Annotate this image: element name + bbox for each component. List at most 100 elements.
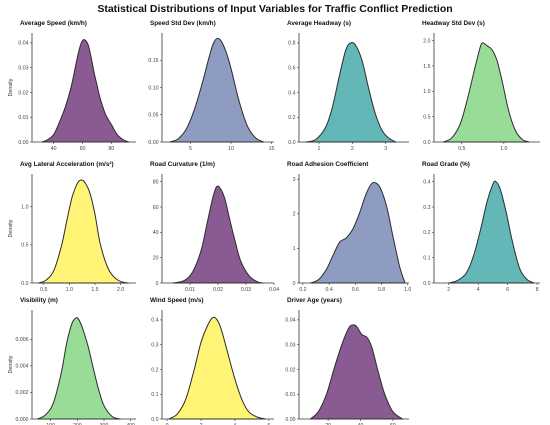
panel-2: Speed Std Dev (km/h) 5 10 15 0.00 0.05 0.10 0.1…: [148, 20, 274, 152]
x-tick-label: 6: [506, 287, 509, 293]
panel-11: Driver Age (years) 20 40 60 0.00 0.01 0.02 0.03…: [285, 297, 409, 425]
y-tick-label: 0.0: [151, 417, 158, 423]
y-tick-label: 1: [293, 246, 296, 252]
density-curve: [38, 179, 129, 284]
y-tick-label: 0: [293, 281, 296, 287]
y-axis-label: Density: [8, 78, 14, 96]
y-tick-label: 0.5: [423, 114, 430, 120]
y-tick-label: 40: [153, 230, 159, 236]
y-tick-label: 0.10: [148, 85, 158, 91]
y-tick-label: 0.2: [288, 115, 295, 121]
y-tick-label: 0.00: [18, 140, 28, 146]
x-tick-label: 5: [189, 146, 192, 152]
panel-6: Road Curvature (1/m) 0.01 0.02 0.03 0.04 0 20 4…: [150, 161, 279, 293]
y-tick-label: 0.3: [151, 342, 158, 348]
x-tick-label: 0.2: [299, 287, 306, 293]
y-tick-label: 0.03: [285, 342, 295, 348]
x-tick-label: 200: [73, 423, 82, 425]
x-tick-label: 6: [267, 423, 270, 425]
x-tick-label: 300: [100, 423, 109, 425]
y-tick-label: 0.01: [18, 115, 28, 121]
panel-3: Average Headway (s) 1 2 3 0.0 0.2 0.4 0.6 0.8: [287, 20, 409, 152]
panel-7: Road Adhesion Coefficient 0.2 0.4 0.6 0.8 1.0…: [287, 161, 411, 293]
density-curve: [310, 181, 406, 284]
y-tick-label: 2: [293, 212, 296, 218]
x-tick-label: 4: [477, 287, 480, 293]
y-tick-label: 2.0: [423, 38, 430, 44]
y-tick-label: 0.002: [16, 390, 29, 396]
x-tick-label: 0.03: [241, 287, 251, 293]
density-curve: [305, 42, 397, 143]
x-tick-label: 0.4: [326, 287, 333, 293]
x-tick-label: 2: [351, 146, 354, 152]
panel-5: Avg Lateral Acceleration (m/s²) 0.5 1.0 1.5…: [8, 161, 136, 293]
y-tick-label: 0.4: [151, 318, 158, 324]
density-curve: [172, 185, 264, 284]
x-tick-label: 2.0: [117, 287, 124, 293]
x-tick-label: 0.5: [40, 287, 47, 293]
panel-title: Road Grade (%): [422, 161, 470, 168]
density-curve: [442, 42, 530, 143]
density-curve: [169, 37, 264, 143]
x-tick-label: 4: [234, 423, 237, 425]
panel-8: Road Grade (%) 2 4 6 8 0.0 0.1 0.2 0.3 0.4: [422, 161, 540, 293]
y-tick-label: 60: [153, 205, 159, 211]
panel-title: Road Adhesion Coefficient: [287, 161, 369, 168]
x-tick-label: 10: [228, 146, 234, 152]
x-tick-label: 0.6: [352, 287, 359, 293]
y-axis-label: Density: [8, 219, 14, 237]
panel-9: Visibility (m) 100 200 300 400 0.000 0.002 0.00…: [8, 297, 136, 425]
y-tick-label: 0.4: [423, 179, 430, 185]
y-tick-label: 0.0: [21, 281, 28, 287]
figure-title: Statistical Distributions of Input Varia…: [97, 3, 452, 15]
x-tick-label: 20: [325, 423, 331, 425]
density-curve: [448, 180, 535, 284]
y-tick-label: 0.004: [16, 364, 29, 370]
panel-title: Speed Std Dev (km/h): [150, 20, 216, 27]
x-tick-label: 40: [51, 146, 57, 152]
x-tick-label: 0.5: [458, 146, 465, 152]
panel-title: Avg Lateral Acceleration (m/s²): [20, 161, 114, 168]
x-tick-label: 1: [318, 146, 321, 152]
y-tick-label: 0.6: [288, 65, 295, 71]
panel-title: Visibility (m): [20, 297, 58, 304]
y-tick-label: 0.00: [148, 140, 158, 146]
x-tick-label: 0.02: [213, 287, 223, 293]
y-tick-label: 0.01: [285, 392, 295, 398]
y-tick-label: 0.05: [148, 113, 158, 119]
panel-title: Road Curvature (1/m): [150, 161, 215, 168]
y-tick-label: 0.006: [16, 337, 29, 343]
panel-title: Wind Speed (m/s): [150, 297, 204, 304]
x-tick-label: 100: [46, 423, 55, 425]
y-tick-label: 0.2: [423, 230, 430, 236]
panel-title: Driver Age (years): [287, 297, 342, 304]
y-tick-label: 1.0: [21, 205, 28, 211]
y-tick-label: 0.2: [151, 367, 158, 373]
density-curve: [41, 39, 130, 143]
y-tick-label: 0.15: [148, 58, 158, 64]
y-tick-label: 80: [153, 179, 159, 185]
x-tick-label: 400: [126, 423, 135, 425]
x-tick-label: 0.01: [185, 287, 195, 293]
panel-title: Average Speed (km/h): [20, 20, 87, 27]
y-tick-label: 0.0: [288, 140, 295, 146]
x-tick-label: 15: [269, 146, 275, 152]
x-tick-label: 2: [200, 423, 203, 425]
y-tick-label: 0.0: [423, 140, 430, 146]
y-tick-label: 0: [156, 281, 159, 287]
density-curve: [36, 317, 121, 420]
x-tick-label: 0.04: [269, 287, 279, 293]
y-tick-label: 20: [153, 255, 159, 261]
y-tick-label: 0.03: [18, 65, 28, 71]
y-tick-label: 0.8: [288, 41, 295, 47]
y-tick-label: 0.02: [285, 367, 295, 373]
y-tick-label: 0.02: [18, 90, 28, 96]
y-tick-label: 0.04: [285, 318, 295, 324]
y-tick-label: 3: [293, 177, 296, 183]
panel-title: Headway Std Dev (s): [422, 20, 485, 27]
x-tick-label: 1.0: [404, 287, 411, 293]
x-tick-label: 60: [80, 146, 86, 152]
y-tick-label: 1.0: [423, 89, 430, 95]
y-tick-label: 0.1: [151, 392, 158, 398]
